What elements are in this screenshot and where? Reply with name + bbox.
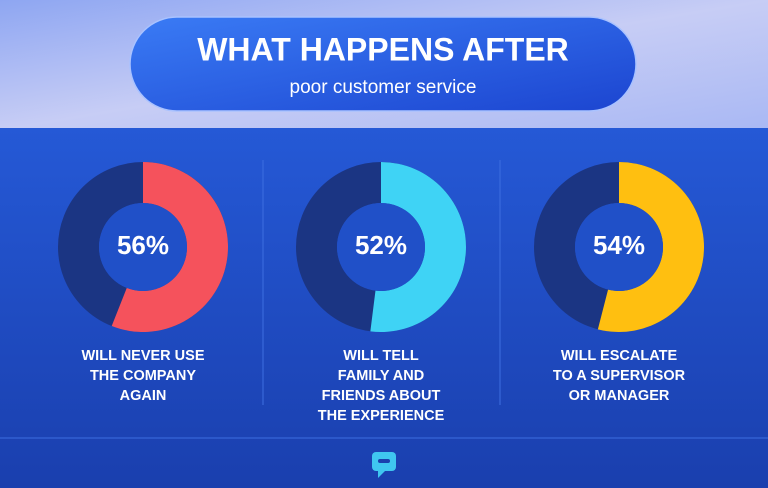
donut-center (575, 203, 663, 291)
donut-center (337, 203, 425, 291)
category-label: WILL TELL FAMILY AND FRIENDS ABOUT THE EXPE… (318, 348, 445, 424)
donut-segment (597, 161, 705, 332)
donut-segment (111, 162, 228, 332)
category-label: WILL ESCALATE TO A SUPERVISOR OR MANAGER (553, 348, 686, 404)
title: WHAT HAPPENS AFTER (197, 31, 569, 67)
donut-segment (370, 162, 466, 332)
value-label: 54% (593, 230, 645, 260)
category-label: WILL NEVER USE THE COMPANY AGAIN (82, 348, 205, 404)
title-pill (129, 16, 637, 112)
chat-icon (372, 452, 396, 478)
subtitle: poor customer service (290, 77, 477, 98)
donut-center (99, 203, 187, 291)
value-label: 56% (117, 230, 169, 260)
value-label: 52% (355, 230, 407, 260)
